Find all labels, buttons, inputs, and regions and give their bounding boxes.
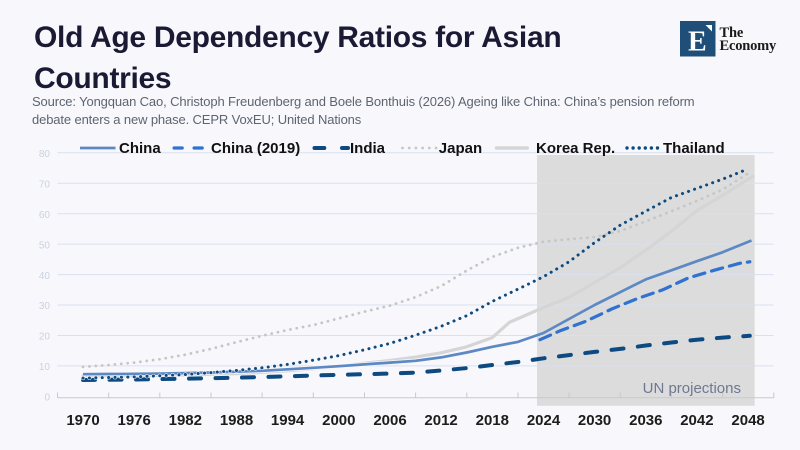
svg-text:1988: 1988: [220, 412, 253, 429]
svg-text:40: 40: [39, 271, 51, 282]
svg-text:UN projections: UN projections: [643, 380, 741, 397]
svg-text:2042: 2042: [680, 412, 713, 429]
svg-text:2018: 2018: [476, 412, 509, 429]
svg-text:1994: 1994: [271, 412, 305, 429]
svg-text:Thailand: Thailand: [663, 140, 725, 157]
svg-text:2024: 2024: [527, 412, 561, 429]
svg-text:70: 70: [39, 179, 51, 190]
svg-text:The: The: [720, 25, 744, 41]
svg-text:China (2019): China (2019): [211, 140, 300, 157]
svg-text:India: India: [350, 140, 386, 157]
svg-text:China: China: [119, 140, 161, 157]
svg-text:2036: 2036: [629, 412, 662, 429]
svg-text:10: 10: [39, 362, 51, 373]
svg-text:20: 20: [39, 332, 51, 343]
svg-text:80: 80: [39, 149, 51, 160]
svg-text:2030: 2030: [578, 412, 611, 429]
svg-text:30: 30: [39, 301, 51, 312]
svg-text:Economy: Economy: [720, 38, 778, 54]
svg-text:0: 0: [44, 393, 50, 404]
svg-text:1970: 1970: [66, 412, 99, 429]
svg-text:1982: 1982: [169, 412, 202, 429]
svg-text:E: E: [688, 27, 707, 58]
svg-text:Korea Rep.: Korea Rep.: [536, 140, 615, 157]
svg-text:1976: 1976: [118, 412, 151, 429]
svg-text:2000: 2000: [322, 412, 355, 429]
svg-text:60: 60: [39, 210, 51, 221]
svg-text:Japan: Japan: [439, 140, 482, 157]
svg-text:2048: 2048: [731, 412, 764, 429]
svg-text:2012: 2012: [424, 412, 457, 429]
svg-text:2006: 2006: [373, 412, 406, 429]
svg-text:50: 50: [39, 240, 51, 251]
